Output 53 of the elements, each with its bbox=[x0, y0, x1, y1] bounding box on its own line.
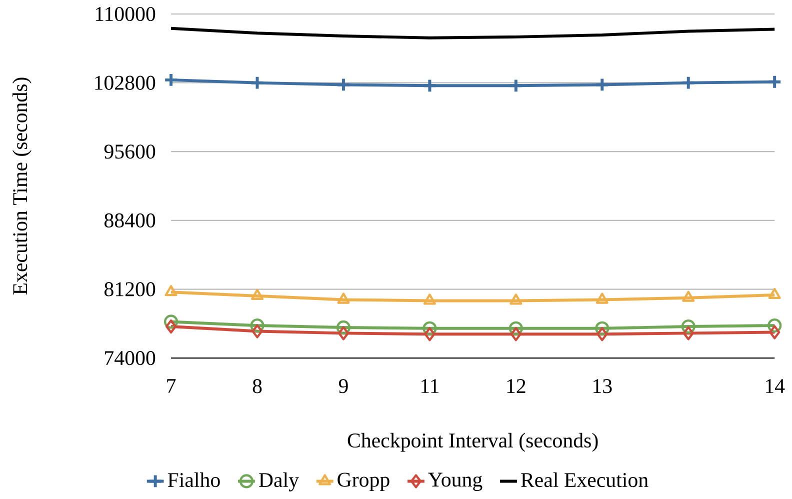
point bbox=[510, 294, 522, 305]
legend-label: Young bbox=[428, 472, 482, 491]
point bbox=[768, 318, 782, 332]
point bbox=[767, 74, 782, 90]
point bbox=[682, 326, 694, 340]
x-tick-label: 9 bbox=[338, 379, 348, 394]
y-tick-label: 88400 bbox=[104, 213, 156, 228]
y-axis-title: Execution Time (seconds) bbox=[12, 78, 32, 295]
y-tick-label: 74000 bbox=[105, 350, 156, 365]
point bbox=[250, 288, 264, 300]
point bbox=[336, 320, 351, 334]
point bbox=[682, 290, 695, 302]
x-tick-label: 14 bbox=[766, 379, 785, 393]
point bbox=[595, 321, 610, 336]
point bbox=[337, 292, 350, 304]
point bbox=[164, 72, 178, 88]
point bbox=[423, 294, 436, 305]
point bbox=[422, 78, 438, 94]
point bbox=[596, 292, 608, 304]
point bbox=[165, 319, 177, 334]
point bbox=[508, 78, 524, 94]
point bbox=[680, 75, 696, 90]
point bbox=[769, 325, 780, 340]
point bbox=[508, 321, 523, 336]
x-tick-label: 11 bbox=[421, 379, 438, 393]
point bbox=[252, 324, 263, 338]
point bbox=[164, 284, 178, 296]
legend-label: Fialho bbox=[168, 472, 220, 487]
y-tick-label: 102800 bbox=[95, 76, 156, 90]
point bbox=[422, 321, 437, 336]
legend-label: Gropp bbox=[338, 472, 390, 491]
point bbox=[594, 77, 610, 92]
point bbox=[336, 77, 351, 92]
x-tick-label: 8 bbox=[252, 379, 262, 394]
x-tick-label: 13 bbox=[594, 379, 612, 394]
point bbox=[768, 288, 781, 299]
y-tick-label: 110000 bbox=[96, 6, 156, 21]
point bbox=[250, 318, 264, 332]
x-axis-title: Checkpoint Interval (seconds) bbox=[348, 432, 598, 452]
point bbox=[424, 326, 436, 342]
point bbox=[164, 314, 178, 329]
point bbox=[596, 326, 608, 342]
point bbox=[510, 326, 522, 342]
line-series bbox=[170, 26, 776, 40]
point bbox=[338, 326, 350, 340]
point bbox=[681, 319, 696, 334]
y-tick-label: 81200 bbox=[104, 282, 156, 296]
y-tick-label: 95600 bbox=[104, 144, 156, 159]
x-tick-label: 12 bbox=[507, 379, 526, 393]
legend-label: Real Execution bbox=[521, 472, 648, 487]
x-tick-label: 7 bbox=[167, 379, 176, 393]
legend-label: Daly bbox=[259, 472, 299, 492]
point bbox=[250, 75, 265, 90]
